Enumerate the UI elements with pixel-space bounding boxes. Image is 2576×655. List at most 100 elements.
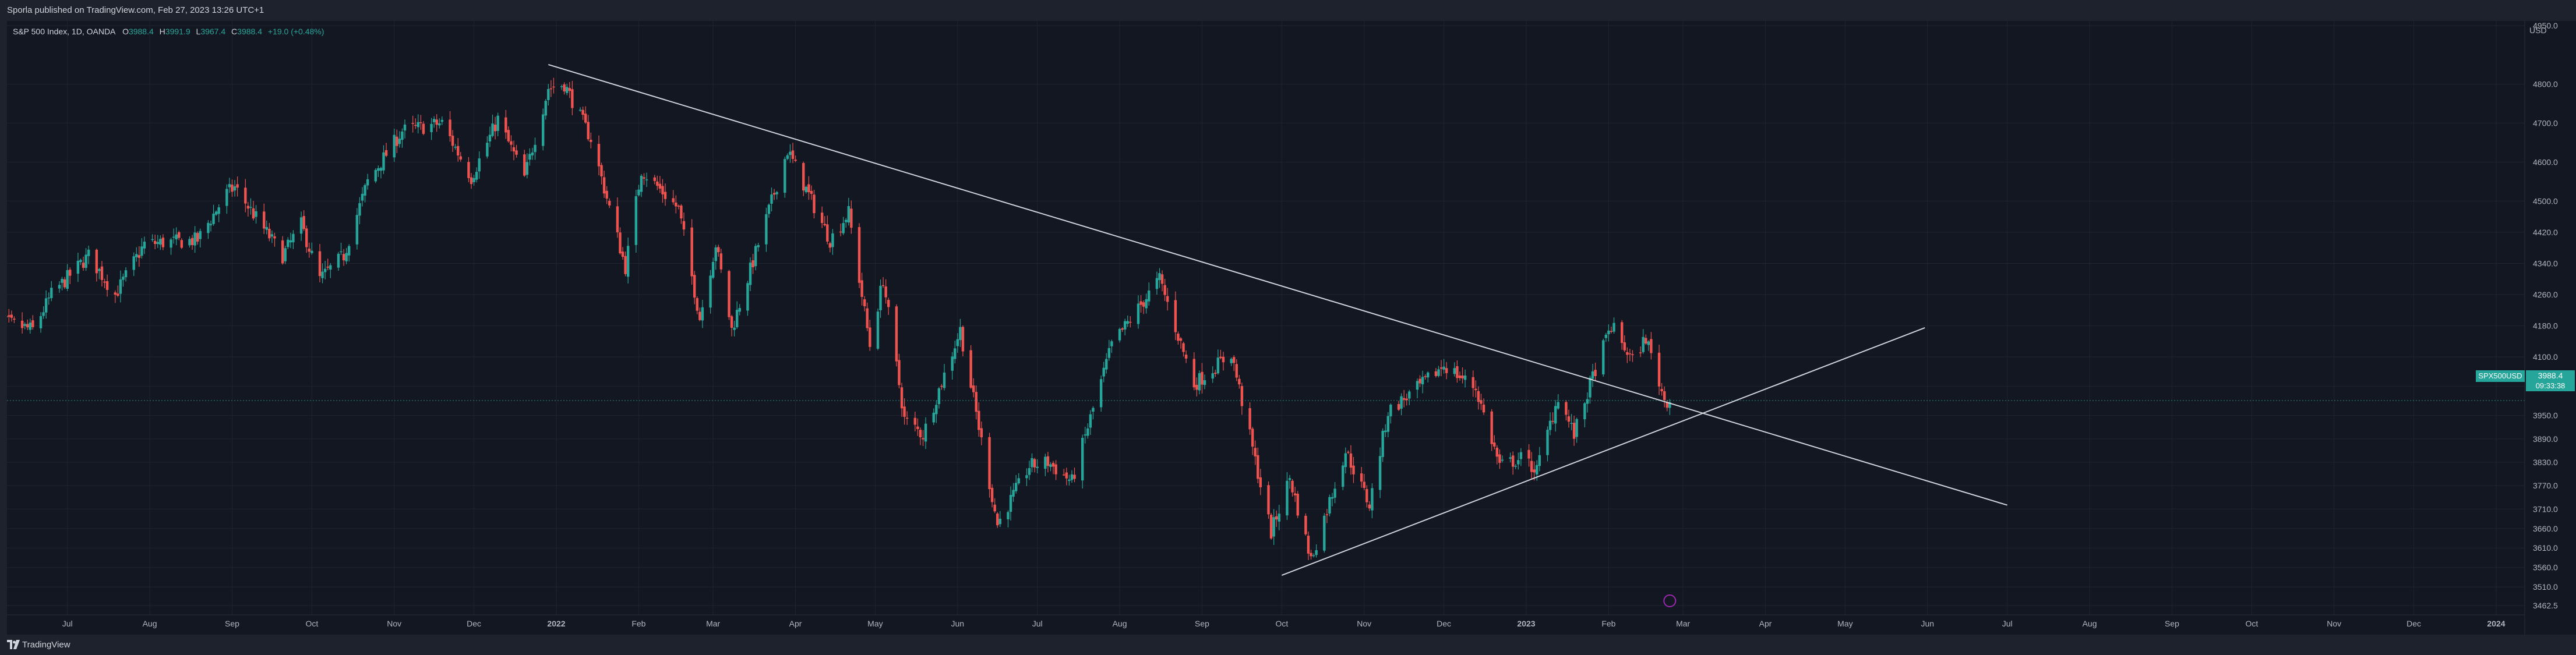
candle-body (1288, 478, 1291, 480)
candle-body (249, 207, 252, 208)
candle-body (1612, 323, 1615, 332)
trendlines[interactable] (548, 64, 2007, 576)
resistance-trendline[interactable] (548, 64, 2007, 506)
candle-body (919, 430, 922, 438)
candle-body (13, 318, 16, 320)
candles (7, 77, 2525, 560)
candle-body (693, 275, 696, 298)
candle-body (209, 224, 213, 225)
candle-body (547, 88, 550, 100)
candle-body (1463, 375, 1467, 380)
candle-body (1031, 458, 1033, 468)
candle-body (58, 285, 61, 289)
candle-body (860, 280, 863, 297)
candle-body (1118, 328, 1121, 341)
candle-body (159, 239, 162, 245)
candle-body (937, 388, 941, 405)
candle-body (621, 252, 624, 257)
candle-body (1238, 378, 1241, 385)
x-tick-label: Oct (305, 619, 318, 628)
candle-body (151, 239, 154, 240)
candle-body (1439, 367, 1443, 369)
x-tick-label: May (867, 619, 883, 628)
candle-body (84, 254, 87, 268)
chart-area[interactable]: 4950.0 4800.0 4700.0 4600.0 4500.0 4420.0 4340… (7, 21, 2576, 635)
candle-body (1333, 488, 1336, 498)
candle-body (398, 139, 401, 144)
y-tick-label: 4600.0 (2533, 157, 2558, 167)
candle-body (1272, 517, 1275, 537)
candle-body (188, 239, 191, 246)
candle-body (172, 236, 175, 238)
candle-body (1291, 480, 1294, 493)
candle-body (345, 253, 348, 261)
candle-body (1657, 352, 1661, 387)
candle-body (847, 206, 850, 223)
candle-body (1663, 391, 1666, 401)
candle-body (1347, 451, 1350, 453)
candle-body (1254, 448, 1257, 456)
y-tick-label: 4800.0 (2533, 79, 2558, 88)
candle-body (730, 316, 733, 328)
candle-body (924, 423, 927, 442)
candle-body (1628, 353, 1632, 355)
candle-body (1073, 475, 1076, 479)
candle-body (214, 211, 218, 215)
chart-canvas[interactable]: 4950.0 4800.0 4700.0 4600.0 4500.0 4420.0 4340… (7, 21, 2576, 635)
candle-body (1511, 455, 1515, 467)
candle-body (775, 192, 778, 194)
candle-body (137, 255, 141, 258)
candle-body (122, 277, 125, 280)
candle-body (305, 228, 308, 247)
candle-body (813, 194, 816, 214)
candle-body (1009, 495, 1012, 512)
x-tick-label: Oct (1275, 619, 1288, 628)
candle-body (820, 213, 824, 224)
candle-body (549, 88, 553, 90)
candle-body (1278, 514, 1280, 522)
candle-body (563, 84, 566, 92)
candle-body (1240, 385, 1244, 406)
candle-body (1490, 411, 1493, 444)
candle-body (1623, 342, 1626, 350)
candle-body (895, 306, 898, 362)
support-trendline[interactable] (1281, 327, 1925, 576)
candle-body (1142, 302, 1145, 307)
footer-bar: TradingView (0, 635, 2576, 655)
tradingview-logo-text: TradingView (22, 640, 70, 650)
x-tick-label: Feb (631, 619, 645, 628)
candle-body (403, 124, 407, 131)
candle-body (140, 246, 143, 256)
candle-body (1591, 371, 1594, 379)
candle-body (393, 134, 396, 158)
candle-body (605, 190, 608, 199)
candle-body (1219, 356, 1222, 359)
candle-body (42, 312, 45, 316)
candle-body (76, 260, 80, 274)
candle-body (1201, 371, 1204, 385)
candle-body (103, 281, 106, 283)
candle-body (496, 115, 499, 131)
candle-body (1461, 376, 1464, 378)
candle-body (597, 144, 601, 167)
candle-body (377, 168, 380, 171)
candle-body (1148, 291, 1151, 302)
candle-body (643, 177, 645, 179)
candle-body (1195, 384, 1198, 390)
candle-body (1267, 485, 1270, 515)
candle-body (1402, 398, 1406, 400)
candle-body (1567, 416, 1571, 422)
candle-body (268, 228, 271, 239)
y-tick-label: 3660.0 (2533, 524, 2558, 533)
candle-body (417, 122, 419, 128)
candle-body (810, 190, 813, 194)
candle-body (571, 89, 574, 108)
candle-body (1269, 515, 1273, 539)
candle-body (619, 232, 622, 254)
candle-body (1099, 379, 1103, 408)
y-tick-label: 4340.0 (2533, 259, 2558, 268)
y-tick-label: 3770.0 (2533, 481, 2558, 490)
candle-body (863, 299, 866, 307)
candle-body (1233, 357, 1236, 363)
candle-body (1642, 337, 1645, 352)
